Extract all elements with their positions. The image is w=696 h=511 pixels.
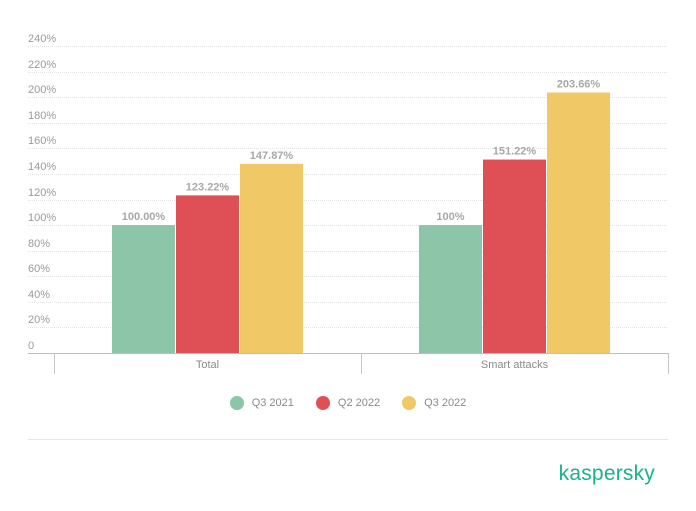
data-label-total-q2-2022: 123.22% bbox=[186, 181, 230, 193]
kaspersky-logo: kaspersky bbox=[558, 462, 655, 485]
y-tick-label-180: 180% bbox=[28, 110, 56, 122]
y-tick-label-80: 80% bbox=[28, 238, 50, 250]
bar-chart: 0 20% 40% 60% 80% 100% 120% 140% 160% 180% 200% 220… bbox=[28, 33, 669, 374]
data-label-total-q3-2021: 100.00% bbox=[122, 211, 166, 223]
legend-marker-q3-2022 bbox=[402, 396, 417, 410]
legend-item-q3-2022[interactable]: Q3 2022 bbox=[402, 396, 466, 410]
bar-total-q3-2021 bbox=[112, 225, 175, 353]
data-label-total-q3-2022: 147.87% bbox=[250, 150, 294, 162]
legend-item-q2-2022[interactable]: Q2 2022 bbox=[315, 396, 381, 410]
legend-label-q3-2022: Q3 2022 bbox=[424, 397, 467, 409]
y-tick-label-20: 20% bbox=[28, 314, 50, 326]
bar-smart-attacks-q3-2021 bbox=[419, 225, 482, 353]
legend-marker-q3-2021 bbox=[229, 396, 244, 410]
y-tick-label-140: 140% bbox=[28, 161, 56, 173]
bar-smart-attacks-q2-2022 bbox=[483, 159, 546, 353]
data-label-smart-attacks-q3-2022: 203.66% bbox=[557, 78, 601, 90]
y-tick-label-60: 60% bbox=[28, 263, 50, 275]
legend-label-q2-2022: Q2 2022 bbox=[337, 397, 381, 409]
bar-smart-attacks-q3-2022 bbox=[547, 92, 610, 353]
y-tick-label-160: 160% bbox=[28, 135, 56, 147]
legend-item-q3-2021[interactable]: Q3 2021 bbox=[229, 396, 294, 410]
legend-marker-q2-2022 bbox=[315, 396, 330, 410]
y-tick-label-40: 40% bbox=[28, 289, 50, 301]
y-tick-label-120: 120% bbox=[28, 187, 56, 199]
y-tick-label-200: 200% bbox=[28, 84, 56, 96]
y-tick-label-100: 100% bbox=[28, 212, 56, 224]
data-label-smart-attacks-q2-2022: 151.22% bbox=[493, 146, 537, 158]
y-tick-label-240: 240% bbox=[28, 33, 56, 45]
y-tick-label-0: 0 bbox=[28, 340, 34, 352]
footer-divider bbox=[28, 439, 668, 440]
legend-label-q3-2021: Q3 2021 bbox=[251, 397, 294, 409]
x-category-label-smart-attacks: Smart attacks bbox=[481, 359, 549, 371]
bar-total-q2-2022 bbox=[176, 195, 239, 353]
y-tick-label-220: 220% bbox=[28, 59, 56, 71]
x-category-label-total: Total bbox=[196, 359, 219, 371]
bar-total-q3-2022 bbox=[240, 163, 303, 353]
data-label-smart-attacks-q3-2021: 100% bbox=[436, 211, 464, 223]
legend: Q3 2021 Q2 2022 Q3 2022 bbox=[0, 396, 696, 410]
